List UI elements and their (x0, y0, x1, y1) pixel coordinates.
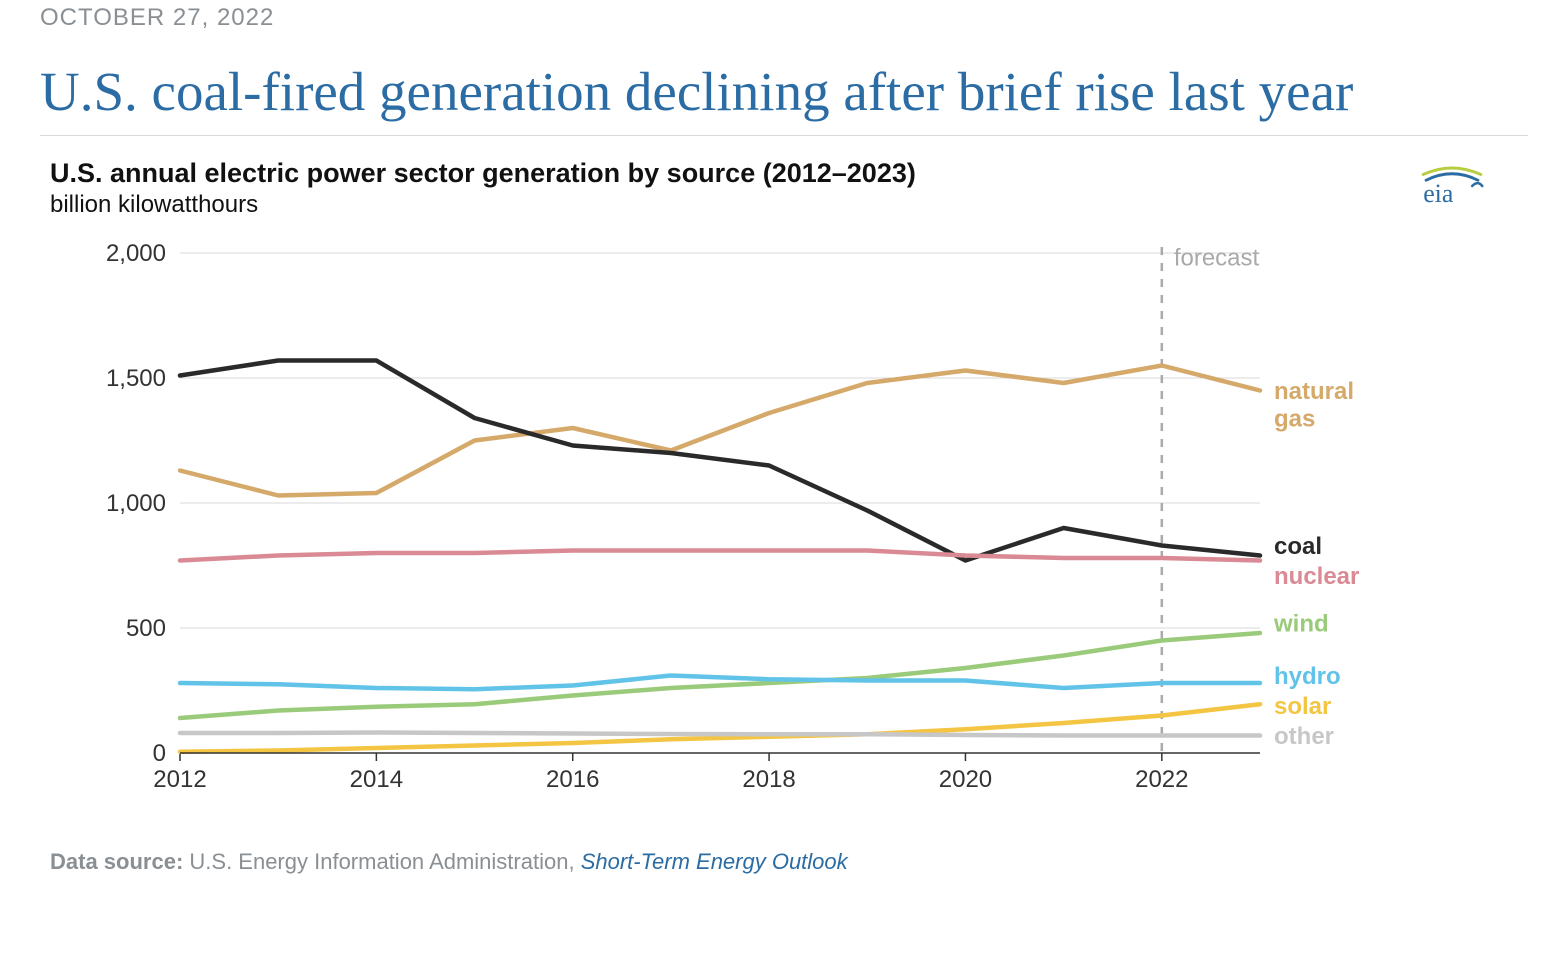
series-label-natural-gas: naturalgas (1274, 379, 1354, 434)
series-label-hydro: hydro (1274, 664, 1341, 691)
generation-line-chart: 0 500 1,000 1,500 2,000 2012 2014 2016 2018 2020 2… (50, 223, 1420, 803)
svg-text:2022: 2022 (1135, 766, 1188, 793)
svg-text:2018: 2018 (742, 766, 795, 793)
svg-text:0: 0 (153, 740, 166, 767)
svg-text:forecast: forecast (1174, 245, 1260, 272)
svg-text:1,500: 1,500 (106, 365, 166, 392)
article-date: OCTOBER 27, 2022 (40, 0, 1528, 32)
svg-text:2,000: 2,000 (106, 240, 166, 267)
svg-text:eia: eia (1423, 179, 1454, 208)
series-label-wind: wind (1273, 611, 1329, 638)
svg-text:500: 500 (126, 615, 166, 642)
series-nuclear (180, 551, 1260, 561)
svg-text:2012: 2012 (153, 766, 206, 793)
chart-subtitle: billion kilowatthours (50, 191, 1528, 219)
series-other (180, 733, 1260, 736)
series-label-nuclear: nuclear (1274, 564, 1359, 591)
svg-text:1,000: 1,000 (106, 490, 166, 517)
svg-text:2016: 2016 (546, 766, 599, 793)
series-natural-gas (180, 366, 1260, 496)
series-coal (180, 361, 1260, 561)
series-label-coal: coal (1274, 534, 1322, 561)
article-headline: U.S. coal-fired generation declining aft… (40, 60, 1528, 123)
chart-title: U.S. annual electric power sector genera… (50, 158, 1528, 189)
divider (40, 135, 1528, 136)
svg-text:2014: 2014 (350, 766, 403, 793)
series-label-other: other (1274, 724, 1334, 751)
svg-text:2020: 2020 (939, 766, 992, 793)
series-label-solar: solar (1274, 694, 1331, 721)
eia-logo-icon: eia (1416, 164, 1488, 208)
series-solar (180, 705, 1260, 753)
